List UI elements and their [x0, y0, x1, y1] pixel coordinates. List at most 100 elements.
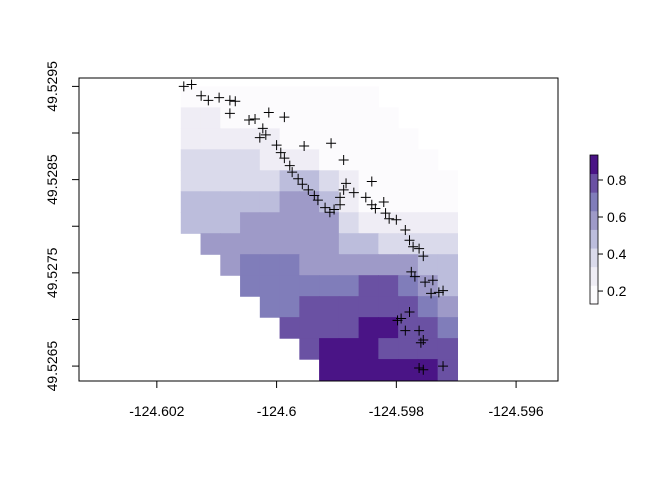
- raster: [180, 86, 459, 381]
- point: [293, 173, 304, 184]
- raster-cell: [220, 212, 241, 234]
- raster-cell: [378, 170, 399, 192]
- raster-cell: [259, 275, 281, 297]
- y-tick-label: 49.5275: [44, 247, 60, 298]
- raster-cell: [319, 107, 340, 129]
- point: [392, 315, 403, 326]
- point: [263, 107, 274, 118]
- raster-cell: [220, 191, 241, 213]
- raster-cell: [417, 191, 439, 213]
- raster-cell: [378, 359, 399, 381]
- raster-cell: [259, 191, 281, 213]
- point: [271, 140, 282, 151]
- raster-cell: [319, 296, 340, 318]
- points: [178, 79, 449, 375]
- point: [426, 288, 437, 299]
- point: [224, 95, 235, 106]
- raster-cell: [240, 254, 261, 276]
- raster-cell: [358, 254, 379, 276]
- point: [186, 79, 197, 90]
- raster-cell: [240, 233, 261, 255]
- raster-cell: [437, 317, 459, 339]
- raster-cell: [299, 296, 320, 318]
- point: [203, 95, 214, 106]
- raster-cell: [299, 317, 320, 339]
- point: [414, 243, 425, 254]
- raster-cell: [398, 212, 419, 234]
- raster-cell: [279, 275, 300, 297]
- colorbar-swatch: [590, 266, 598, 286]
- raster-cell: [279, 296, 300, 318]
- raster-cell: [398, 233, 419, 255]
- raster-cell: [299, 212, 320, 234]
- raster-cell: [319, 317, 340, 339]
- point: [418, 251, 429, 262]
- raster-cell: [417, 212, 439, 234]
- raster-cell: [180, 191, 202, 213]
- raster-cell: [338, 338, 360, 360]
- raster-cell: [259, 296, 281, 318]
- raster-cell: [338, 212, 360, 234]
- raster-cell: [240, 212, 261, 234]
- colorbar-swatch: [590, 173, 598, 193]
- point: [244, 114, 255, 125]
- raster-cell: [338, 107, 360, 129]
- raster-cell: [398, 338, 419, 360]
- raster-cell: [180, 170, 202, 192]
- raster-cell: [259, 233, 281, 255]
- raster-cell: [240, 275, 261, 297]
- raster-cell: [398, 170, 419, 192]
- raster-cell: [319, 149, 340, 171]
- raster-cell: [319, 128, 340, 150]
- raster-cell: [398, 254, 419, 276]
- raster-cell: [437, 233, 459, 255]
- raster-cell: [338, 296, 360, 318]
- point: [408, 241, 419, 252]
- raster-cell: [200, 233, 221, 255]
- point: [257, 123, 268, 134]
- raster-cell: [279, 191, 300, 213]
- raster-cell: [220, 149, 241, 171]
- point: [418, 364, 429, 375]
- raster-cell: [378, 107, 399, 129]
- raster-cell: [299, 254, 320, 276]
- point: [178, 81, 189, 92]
- raster-cell: [319, 170, 340, 192]
- point: [366, 176, 377, 187]
- raster-cell: [358, 107, 379, 129]
- x-tick-label: -124.602: [129, 403, 184, 419]
- raster-cell: [398, 191, 419, 213]
- raster-cell: [259, 254, 281, 276]
- raster-cell: [240, 170, 261, 192]
- point: [335, 199, 346, 210]
- point: [415, 337, 426, 348]
- raster-cell: [437, 170, 459, 192]
- raster-cell: [398, 359, 419, 381]
- raster-cell: [338, 86, 360, 108]
- raster-cell: [378, 128, 399, 150]
- raster-cell: [319, 359, 340, 381]
- raster-cell: [200, 170, 221, 192]
- raster-cell: [299, 275, 320, 297]
- point: [438, 361, 449, 372]
- raster-cell: [378, 275, 399, 297]
- point: [438, 285, 449, 296]
- raster-cell: [299, 233, 320, 255]
- raster-cell: [279, 317, 300, 339]
- point: [433, 287, 444, 298]
- point: [299, 141, 310, 152]
- raster-cell: [220, 107, 241, 129]
- raster-cell: [240, 149, 261, 171]
- point: [391, 214, 402, 225]
- point: [250, 114, 261, 125]
- point: [196, 90, 207, 101]
- point: [414, 362, 425, 373]
- raster-cell: [299, 170, 320, 192]
- raster-cell: [220, 233, 241, 255]
- raster-cell: [319, 275, 340, 297]
- point: [326, 138, 337, 149]
- x-tick-label: -124.598: [369, 403, 424, 419]
- raster-cell: [279, 170, 300, 192]
- raster-cell: [200, 128, 221, 150]
- raster-cell: [200, 191, 221, 213]
